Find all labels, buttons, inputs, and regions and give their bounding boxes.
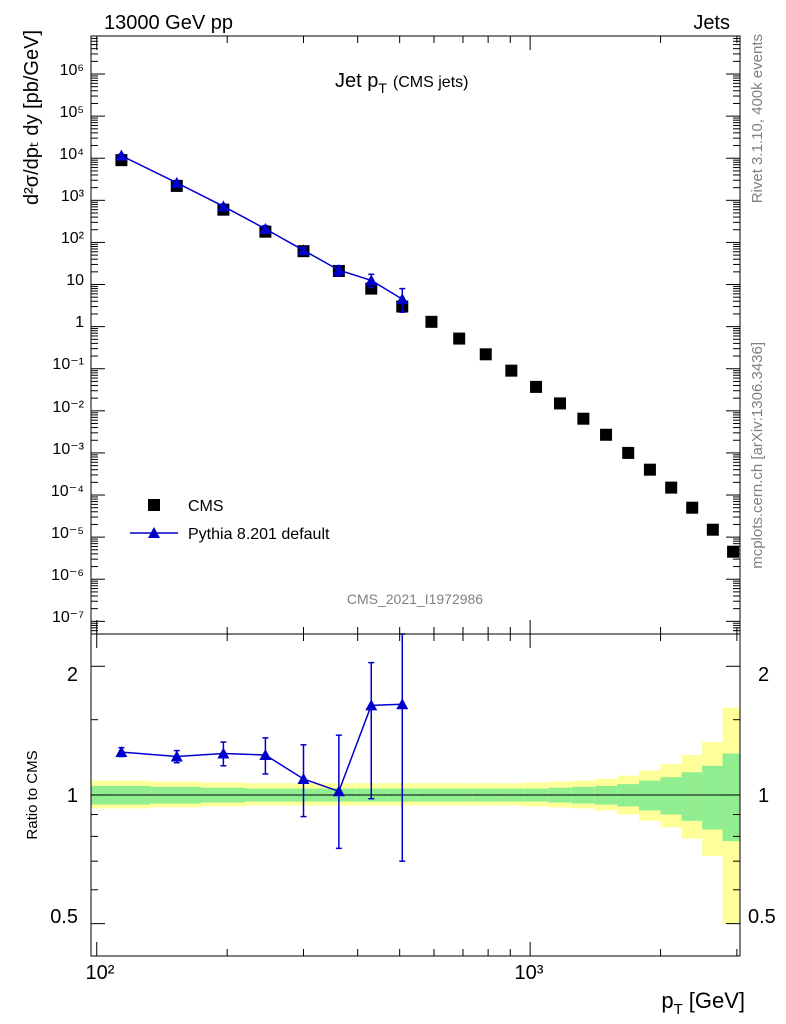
ytick-label-3: 10³	[61, 188, 85, 205]
y-axis-label: d²σ/dpₜ dy [pb/GeV]	[21, 30, 43, 205]
legend-cms-marker	[148, 499, 160, 511]
ratio-point	[396, 698, 409, 710]
band-inner-bin	[722, 753, 740, 842]
pythia-point	[297, 244, 310, 256]
legend-pythia-marker	[148, 527, 160, 538]
x-axis-label-p: p	[661, 988, 673, 1013]
cms-point	[505, 364, 518, 377]
plot-title-paren: (CMS jets)	[393, 74, 469, 91]
ratio-point	[170, 750, 183, 762]
cms-point	[686, 501, 699, 514]
pythia-point	[365, 274, 378, 286]
main-panel-frame	[90, 35, 741, 635]
cms-point	[453, 332, 466, 345]
ytick-label-m6: 10⁻⁶	[51, 567, 84, 584]
main-y-tick-labels: 10⁻⁷ 10⁻⁶ 10⁻⁵ 10⁻⁴ 10⁻³ 10⁻² 10⁻¹ 1 10 …	[51, 62, 85, 626]
band-inner-bin	[639, 780, 661, 811]
band-inner-bin	[681, 772, 703, 821]
pythia-point	[332, 264, 345, 276]
cms-point	[530, 380, 543, 393]
pythia-point	[170, 176, 183, 188]
legend-pythia-label: Pythia 8.201 default	[188, 526, 330, 543]
ytick-label-m2: 10⁻²	[52, 399, 84, 416]
legend-cms-label: CMS	[188, 498, 224, 515]
mcplots-label: mcplots.cern.ch [arXiv:1306.3436]	[749, 342, 766, 569]
ratio-uncertainty-band	[91, 707, 740, 924]
cms-point	[553, 397, 566, 410]
ratio-line	[121, 703, 403, 793]
band-inner-bin	[660, 777, 682, 815]
ratio-tick-label-right-2: 2	[758, 664, 769, 686]
cms-point	[643, 463, 656, 476]
header-right: Jets	[693, 12, 730, 34]
cms-point	[479, 348, 492, 361]
cms-point	[665, 481, 678, 494]
ratio-tick-label-right-1: 1	[758, 785, 769, 807]
ratio-y-tick-labels: 0.5 1 2 0.5 1 2	[50, 664, 776, 928]
ratio-tick-label-0.5: 0.5	[50, 906, 78, 928]
ytick-label-m4: 10⁻⁴	[51, 483, 84, 500]
x-axis-label-unit: [GeV]	[689, 988, 745, 1013]
cms-point	[706, 523, 719, 536]
cms-point	[622, 446, 635, 459]
cms-point	[600, 428, 613, 441]
ratio-tick-label-right-0.5: 0.5	[748, 906, 776, 928]
rivet-label: Rivet 3.1.10, 400k events	[749, 34, 766, 203]
band-inner-bin	[702, 765, 723, 830]
ratio-point	[332, 785, 345, 797]
ratio-point	[217, 747, 230, 759]
pythia-point	[396, 293, 409, 305]
analysis-id: CMS_2021_I1972986	[347, 591, 483, 607]
cms-point	[577, 412, 590, 425]
cms-point	[425, 315, 438, 328]
ytick-label-1: 10	[66, 272, 84, 289]
ytick-label-2: 10²	[61, 230, 85, 247]
plot-title-sub: T	[378, 80, 387, 96]
ratio-point	[115, 746, 128, 758]
header-left: 13000 GeV pp	[104, 12, 233, 34]
xtick-label-1000: 10³	[515, 962, 544, 984]
cms-point	[727, 545, 740, 558]
pythia-point	[217, 200, 230, 212]
pythia-line	[121, 154, 403, 300]
ratio-point	[297, 772, 310, 784]
xtick-label-100: 10²	[86, 962, 115, 984]
ratio-tick-label-2: 2	[67, 664, 78, 686]
ytick-label-6: 10⁶	[60, 62, 84, 79]
ytick-label-m5: 10⁻⁵	[51, 525, 84, 542]
ratio-panel-data	[115, 633, 409, 862]
plot-title-main: Jet p	[335, 70, 378, 92]
ratio-axis-label: Ratio to CMS	[24, 750, 41, 839]
ytick-label-m7: 10⁻⁷	[52, 609, 84, 626]
ytick-label-4: 10⁴	[59, 146, 84, 163]
ratio-point	[259, 749, 272, 761]
cms-point	[365, 282, 378, 295]
ratio-tick-label-1: 1	[67, 785, 78, 807]
ytick-label-m3: 10⁻³	[52, 441, 84, 458]
ratio-point	[365, 699, 378, 711]
legend: CMS Pythia 8.201 default	[130, 498, 330, 543]
main-panel-data	[115, 149, 740, 558]
pythia-point	[259, 222, 272, 234]
ratio-panel-frame	[90, 633, 741, 957]
pythia-point	[115, 149, 128, 161]
ytick-label-5: 10⁵	[60, 104, 84, 121]
ytick-label-m1: 10⁻¹	[52, 356, 84, 373]
plot-title: Jet pT (CMS jets)	[335, 70, 468, 96]
x-axis-label-sub: T	[674, 1001, 683, 1018]
x-axis-label: pT [GeV]	[661, 988, 745, 1018]
ytick-label-0: 1	[75, 314, 84, 331]
